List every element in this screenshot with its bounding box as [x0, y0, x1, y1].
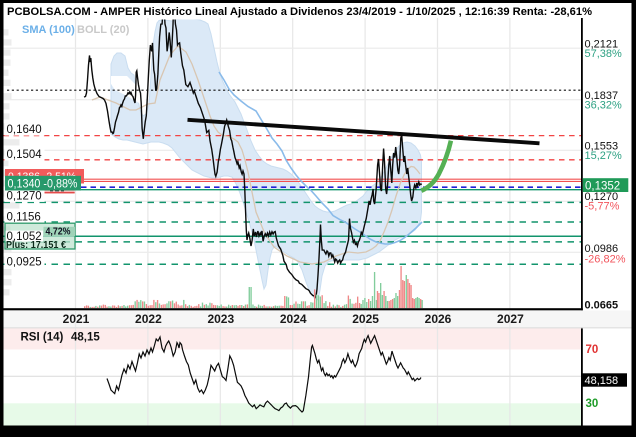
svg-text:70: 70: [586, 344, 599, 356]
svg-text:0,1156: 0,1156: [7, 212, 41, 224]
svg-text:30: 30: [586, 398, 599, 410]
svg-text:0,1837: 0,1837: [585, 90, 619, 102]
svg-text:2026: 2026: [425, 312, 452, 326]
svg-text:0,1640: 0,1640: [7, 124, 42, 136]
svg-text:2021: 2021: [63, 312, 90, 326]
svg-text:4,72%: 4,72%: [46, 227, 71, 238]
svg-text:0,2121: 0,2121: [585, 39, 619, 51]
svg-text:-26,82%: -26,82%: [585, 253, 626, 265]
svg-text:48,15: 48,15: [71, 332, 100, 344]
svg-text:PCBOLSA.COM - AMPER Histórico: PCBOLSA.COM - AMPER Histórico Lineal Aju…: [7, 6, 592, 18]
svg-text:0,1270: 0,1270: [585, 191, 619, 203]
svg-text:15,27%: 15,27%: [585, 150, 623, 162]
svg-text:0,1270: 0,1270: [7, 191, 42, 203]
svg-text:0,1504: 0,1504: [7, 149, 43, 161]
svg-text:2024: 2024: [280, 312, 307, 326]
svg-text:2025: 2025: [352, 312, 379, 326]
svg-text:0,1052: 0,1052: [7, 231, 42, 243]
svg-text:-5,77%: -5,77%: [585, 201, 620, 213]
svg-text:57,38%: 57,38%: [585, 48, 623, 60]
svg-text:RSI (14): RSI (14): [21, 332, 64, 344]
svg-text:SMA (100): SMA (100): [22, 24, 75, 36]
svg-text:0,1553: 0,1553: [585, 140, 619, 152]
svg-text:0,0986: 0,0986: [585, 243, 619, 255]
svg-text:2022: 2022: [135, 312, 162, 326]
svg-text:48,158: 48,158: [585, 375, 619, 387]
svg-text:0,1340 -0,88%: 0,1340 -0,88%: [8, 178, 78, 190]
svg-text:BOLL (20): BOLL (20): [77, 24, 130, 36]
svg-text:Plus: 17.151 €: Plus: 17.151 €: [6, 240, 66, 251]
svg-text:2023: 2023: [207, 312, 234, 326]
svg-text:0,0925: 0,0925: [7, 257, 42, 269]
svg-text:2027: 2027: [497, 312, 524, 326]
svg-text:0,1352: 0,1352: [585, 180, 620, 192]
svg-text:36,32%: 36,32%: [585, 100, 623, 112]
svg-text:0.0665: 0.0665: [585, 300, 619, 312]
